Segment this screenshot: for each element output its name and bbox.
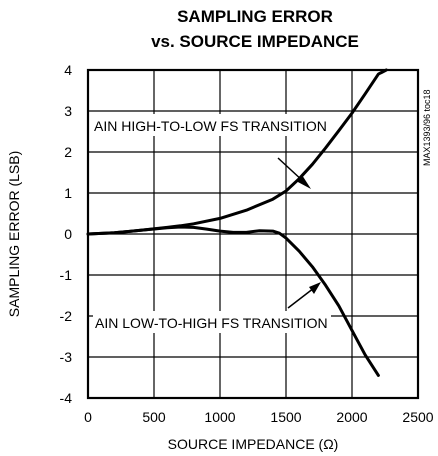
chart-title-line2: vs. SOURCE IMPEDANCE xyxy=(151,32,359,51)
x-tick-label: 1000 xyxy=(204,409,235,425)
x-tick-label: 2500 xyxy=(402,409,433,425)
x-tick-label: 2000 xyxy=(336,409,367,425)
side-code-bg xyxy=(422,72,434,168)
annotation-arrow-low-to-high xyxy=(287,287,315,309)
y-tick-label: -4 xyxy=(60,390,73,406)
y-tick-label: -3 xyxy=(60,349,73,365)
y-tick-label: -2 xyxy=(60,308,73,324)
annotation-high-to-low: AIN HIGH-TO-LOW FS TRANSITION xyxy=(94,118,327,134)
y-tick-label: 1 xyxy=(64,185,72,201)
annotation-arrowhead-high-to-low xyxy=(296,175,311,189)
side-code: MAX1393/96 toc18 xyxy=(422,89,432,166)
x-tick-label: 0 xyxy=(84,409,92,425)
tick-labels: 0 500 1000 1500 2000 2500 4 3 2 1 0 -1 -2 -3 -4 xyxy=(60,62,434,425)
series-line-low-to-high xyxy=(86,225,380,377)
y-tick-label: 2 xyxy=(64,144,72,160)
x-axis-label: SOURCE IMPEDANCE (Ω) xyxy=(168,436,339,452)
annotation-low-to-high: AIN LOW-TO-HIGH FS TRANSITION xyxy=(95,315,328,331)
annotation-arrowhead-low-to-high xyxy=(309,282,321,294)
y-tick-label: 3 xyxy=(64,103,72,119)
chart-title-line1: SAMPLING ERROR xyxy=(177,7,333,26)
x-tick-label: 500 xyxy=(142,409,166,425)
y-tick-label: 0 xyxy=(64,226,72,242)
y-tick-label: -1 xyxy=(60,267,73,283)
x-tick-label: 1500 xyxy=(270,409,301,425)
annotation-bg-high-to-low xyxy=(92,114,330,136)
series-lines xyxy=(86,68,388,377)
y-tick-label: 4 xyxy=(64,62,72,78)
y-axis-label: SAMPLING ERROR (LSB) xyxy=(6,151,22,317)
annotation-bg-low-to-high xyxy=(93,311,331,333)
